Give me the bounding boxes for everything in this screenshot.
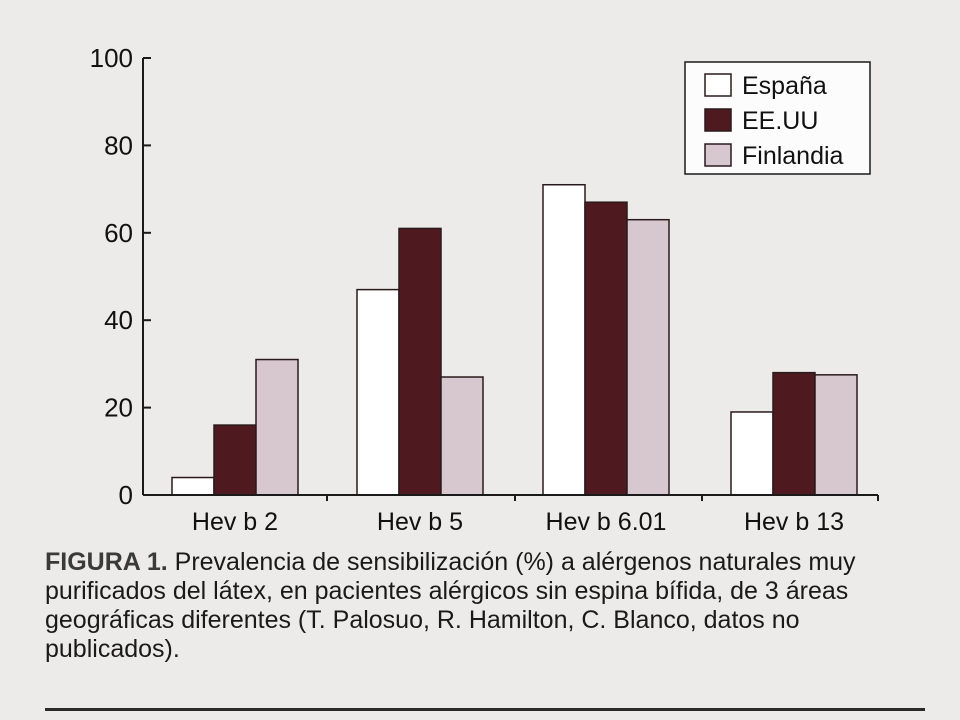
axes bbox=[142, 58, 879, 501]
bar-finlandia-3 bbox=[626, 218, 670, 496]
legend-label: Finlandia bbox=[742, 142, 844, 170]
legend: España EE.UU Finlandia bbox=[684, 61, 871, 175]
y-tick-label: 100 bbox=[90, 43, 133, 73]
caption-rule bbox=[45, 708, 925, 711]
bar-ee-uu-2 bbox=[398, 227, 442, 496]
x-axis-labels: Hev b 2 Hev b 5 Hev b 6.01 Hev b 13 bbox=[192, 508, 844, 536]
bar-finlandia-4 bbox=[814, 374, 858, 496]
legend-swatch bbox=[704, 108, 732, 132]
bar-finlandia-2 bbox=[440, 376, 484, 496]
y-tick-label: 20 bbox=[104, 393, 133, 423]
y-tick-label: 0 bbox=[119, 480, 133, 510]
legend-swatch bbox=[704, 73, 732, 97]
bar-ee-uu-4 bbox=[772, 371, 816, 496]
bar-espa-a-4 bbox=[730, 411, 774, 496]
bar-espa-a-2 bbox=[356, 288, 400, 496]
y-tick-label: 80 bbox=[104, 130, 133, 160]
x-tick-label: Hev b 6.01 bbox=[546, 508, 667, 536]
legend-label: EE.UU bbox=[742, 107, 818, 135]
bar-ee-uu-3 bbox=[584, 201, 628, 496]
bar-finlandia-1 bbox=[255, 358, 299, 496]
bar-espa-a-3 bbox=[542, 183, 586, 496]
legend-label: España bbox=[742, 72, 827, 100]
y-tick-label: 60 bbox=[104, 218, 133, 248]
y-axis-ticks: 0 20 40 60 80 100 bbox=[90, 43, 151, 510]
figure-caption: FIGURA 1. Prevalencia de sensibilización… bbox=[45, 548, 925, 664]
x-tick-label: Hev b 2 bbox=[192, 508, 278, 536]
caption-text: Prevalencia de sensibilización (%) a alé… bbox=[45, 548, 856, 663]
bars bbox=[171, 183, 858, 496]
y-tick-label: 40 bbox=[104, 305, 133, 335]
figure-label: FIGURA 1. bbox=[45, 548, 168, 576]
legend-swatch bbox=[704, 143, 732, 167]
x-tick-label: Hev b 13 bbox=[744, 508, 844, 536]
x-tick-label: Hev b 5 bbox=[377, 508, 463, 536]
bar-ee-uu-1 bbox=[213, 424, 257, 496]
bar-espa-a-1 bbox=[171, 476, 215, 496]
